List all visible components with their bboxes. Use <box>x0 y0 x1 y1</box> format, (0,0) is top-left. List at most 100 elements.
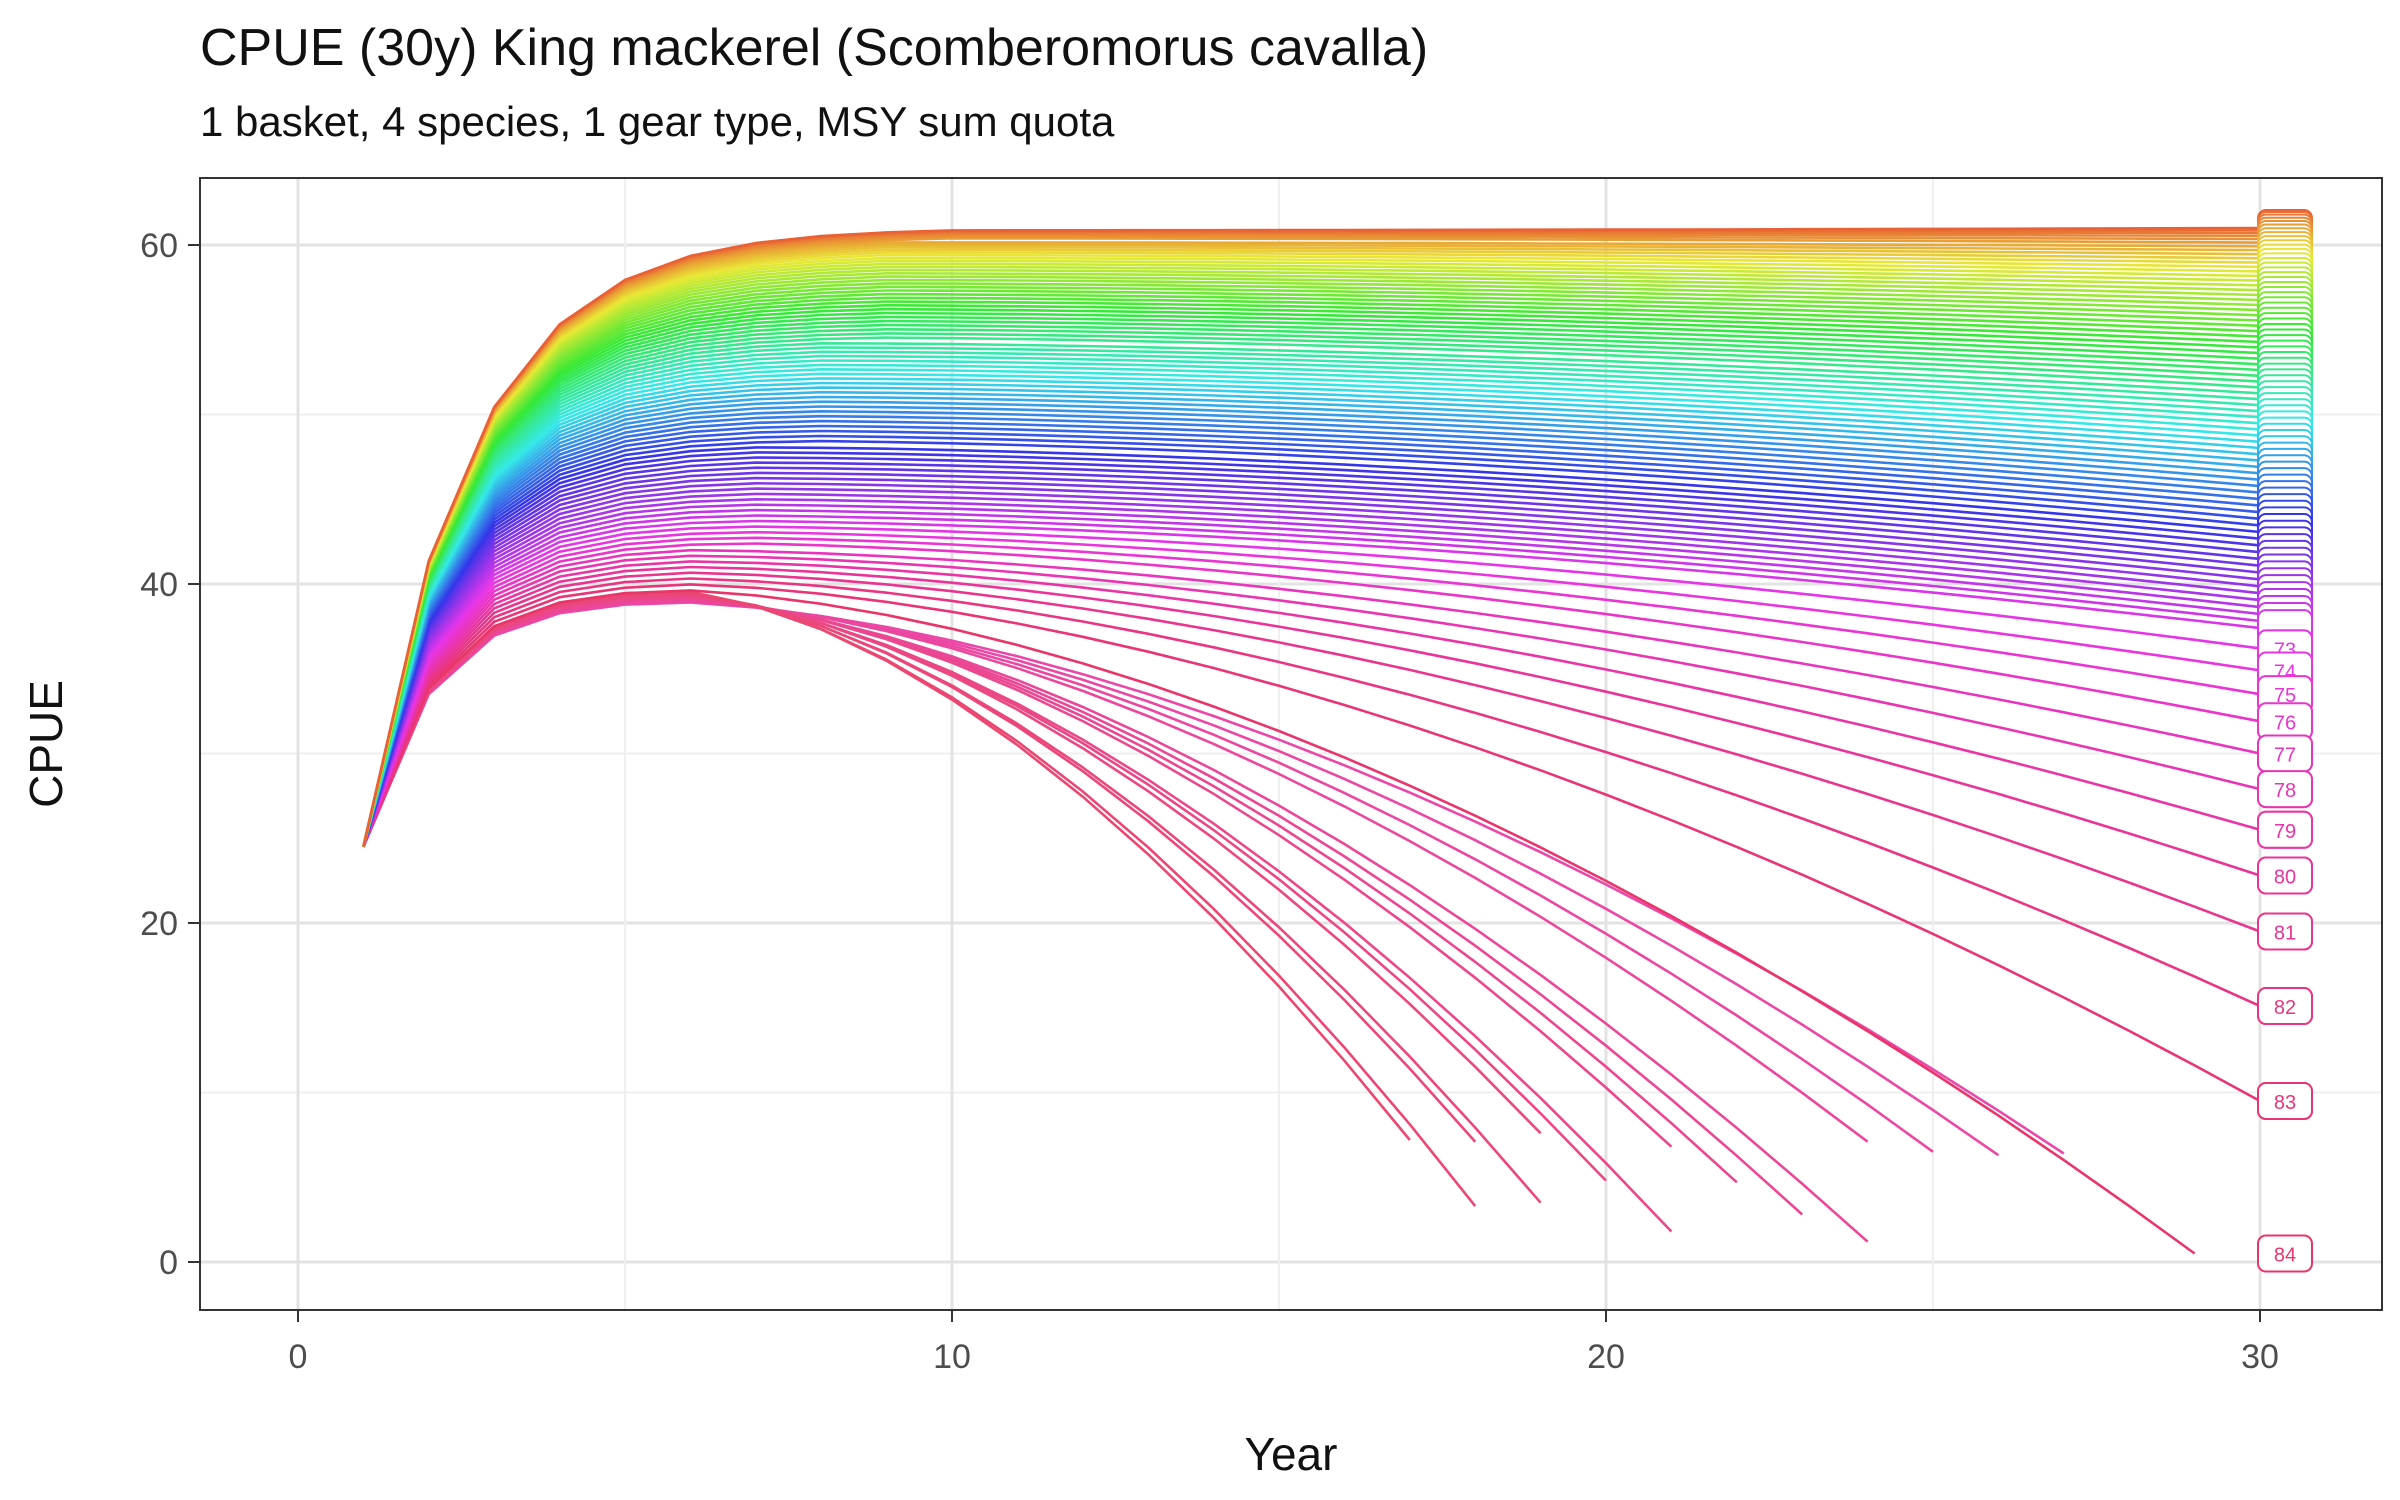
x-axis: 0 10 20 30 <box>289 1310 2279 1376</box>
series-line <box>362 503 2261 848</box>
endpoint-label: 82 <box>2274 997 2296 1019</box>
series-line <box>362 481 2261 848</box>
series-line <box>362 243 2261 847</box>
series-line <box>362 300 2261 848</box>
series-line <box>362 542 2261 848</box>
series-line <box>362 311 2261 848</box>
series-line <box>362 319 2261 848</box>
y-axis: 0 20 40 60 <box>140 227 200 1282</box>
series-line <box>362 508 2261 848</box>
x-tick-label: 10 <box>933 1338 971 1376</box>
endpoint-label-box <box>2257 1081 2313 1120</box>
series-line <box>362 359 2261 848</box>
series-line <box>362 226 2261 847</box>
y-tick-label: 0 <box>159 1244 178 1282</box>
series-line <box>362 439 2261 848</box>
x-tick-label: 20 <box>1587 1338 1625 1376</box>
x-tick-label: 0 <box>289 1338 308 1376</box>
series-line-early <box>362 598 1869 1143</box>
chart-title: CPUE (30y) King mackerel (Scomberomorus … <box>200 19 1429 77</box>
series-line <box>362 471 2261 848</box>
endpoint-label: 80 <box>2274 867 2296 889</box>
series-line-early <box>362 591 1477 1207</box>
series-line <box>362 577 2261 1008</box>
series-line <box>362 245 2261 847</box>
series-line <box>362 248 2261 847</box>
series-line <box>362 519 2261 848</box>
series-line <box>362 235 2261 847</box>
series-line <box>362 341 2261 848</box>
series-line <box>362 250 2261 847</box>
series-line <box>362 253 2261 847</box>
series-line <box>362 456 2261 848</box>
series-line <box>362 386 2261 848</box>
series-line <box>362 346 2261 848</box>
series-line <box>362 409 2261 848</box>
endpoint-label: 75 <box>2274 685 2296 707</box>
series-line <box>362 363 2261 848</box>
endpoint-label: 79 <box>2274 821 2296 843</box>
series-line <box>362 536 2261 848</box>
chart-subtitle: 1 basket, 4 species, 1 gear type, MSY su… <box>200 98 1115 145</box>
series-line <box>362 548 2261 848</box>
series-line-early <box>362 598 1869 1243</box>
series-line <box>362 241 2261 847</box>
series-lines <box>362 226 2261 1255</box>
series-line <box>362 307 2261 848</box>
series-line <box>362 327 2261 848</box>
y-tick-label: 20 <box>140 905 178 943</box>
series-line <box>362 262 2261 847</box>
x-tick-label: 30 <box>2241 1338 2279 1376</box>
series-line <box>362 487 2261 848</box>
series-line <box>362 285 2261 848</box>
series-line <box>362 354 2261 848</box>
x-axis-label: Year <box>1245 1428 1338 1480</box>
endpoint-label: 81 <box>2274 922 2296 944</box>
endpoint-label: 83 <box>2274 1092 2296 1114</box>
series-line <box>362 292 2261 848</box>
endpoint-label-box <box>2257 810 2313 849</box>
series-line <box>362 424 2261 848</box>
endpoint-label-box <box>2257 987 2313 1026</box>
series-line <box>362 571 2261 933</box>
endpoint-label: 84 <box>2274 1245 2296 1267</box>
endpoint-label-box <box>2257 1234 2313 1273</box>
series-line <box>362 350 2261 848</box>
series-line <box>362 259 2261 847</box>
series-line <box>362 336 2261 848</box>
series-line <box>362 446 2261 848</box>
series-line <box>362 554 2261 848</box>
series-line <box>362 390 2261 848</box>
series-line <box>362 419 2261 848</box>
endpoint-label: 78 <box>2274 780 2296 802</box>
endpoint-label: 76 <box>2274 712 2296 734</box>
series-line <box>362 583 2261 1103</box>
series-line <box>362 289 2261 848</box>
series-line <box>362 492 2261 848</box>
series-line <box>362 315 2261 848</box>
series-line <box>362 514 2261 848</box>
series-line <box>362 429 2261 848</box>
series-line <box>362 405 2261 848</box>
series-line-early <box>362 591 1477 1143</box>
series-line <box>362 372 2261 848</box>
series-line <box>362 476 2261 848</box>
series-line <box>362 278 2261 847</box>
series-line <box>362 332 2261 848</box>
series-line-early <box>362 590 1411 1141</box>
series-line <box>362 451 2261 848</box>
y-axis-label: CPUE <box>20 680 72 808</box>
series-line <box>362 560 2261 848</box>
series-line <box>362 323 2261 848</box>
series-line <box>362 565 2261 877</box>
y-tick-label: 60 <box>140 227 178 265</box>
series-line <box>362 377 2261 848</box>
series-line <box>362 271 2261 847</box>
y-tick-label: 40 <box>140 566 178 604</box>
endpoint-label-box <box>2257 770 2313 809</box>
series-line <box>362 530 2261 848</box>
series-line <box>362 466 2261 848</box>
endpoint-label: 77 <box>2274 745 2296 767</box>
series-line <box>362 589 2196 1255</box>
